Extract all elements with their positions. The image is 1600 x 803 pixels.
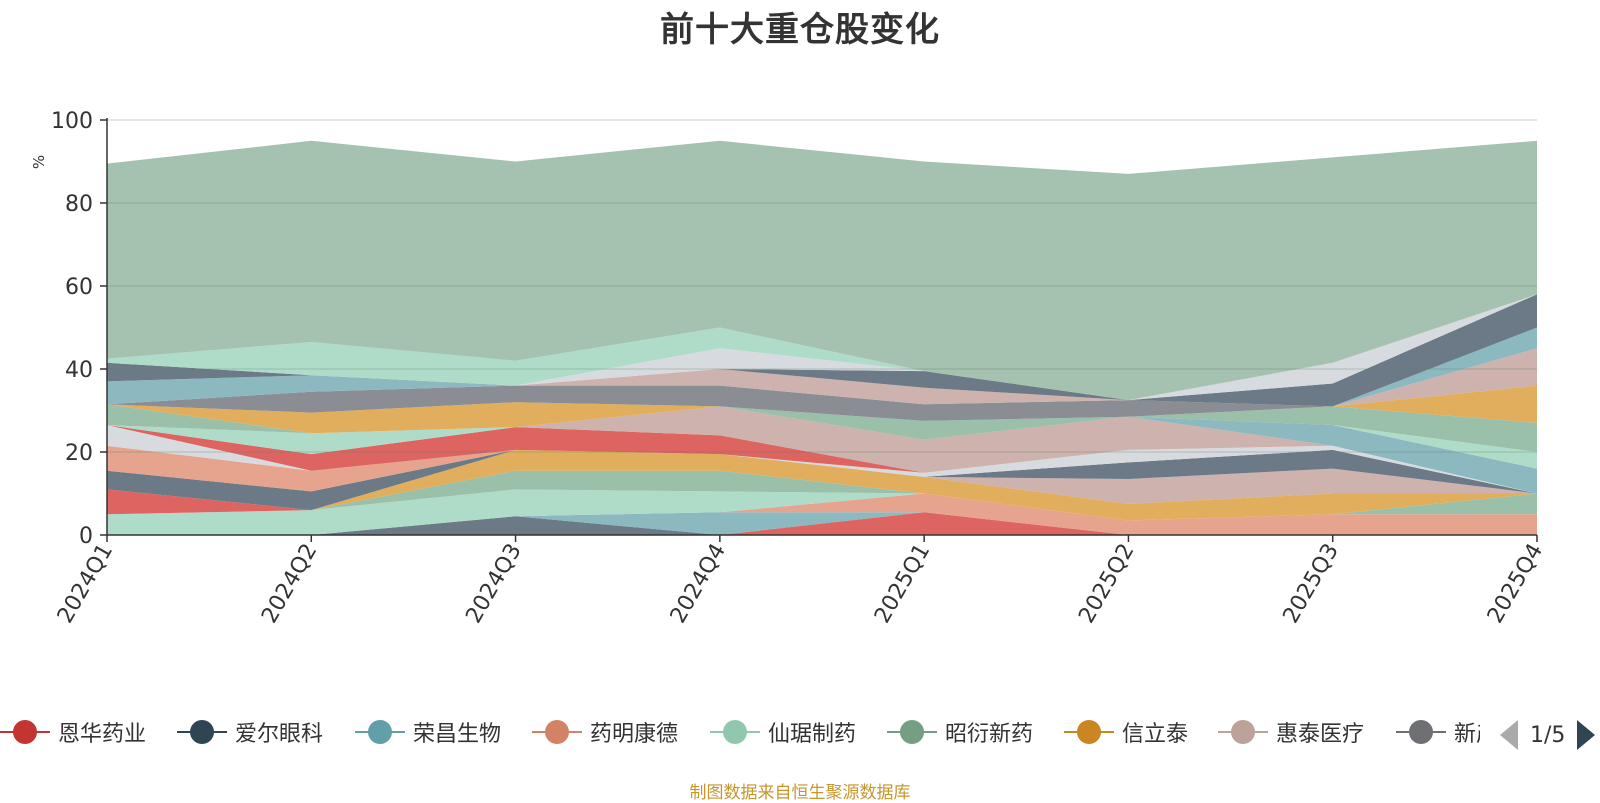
area-series-21[interactable]	[107, 327, 1537, 407]
area-series-18[interactable]	[107, 385, 1537, 434]
legend-item[interactable]: 荣昌生物	[355, 714, 501, 750]
legend-item[interactable]: 药明康德	[532, 714, 678, 750]
legend-prev-page-icon[interactable]	[1500, 720, 1518, 750]
x-tick-label: 2024Q3	[461, 540, 526, 628]
x-tick-label: 2024Q1	[53, 540, 118, 628]
legend-item-label: 爱尔眼科	[235, 722, 324, 747]
area-series-3[interactable]	[107, 493, 1537, 536]
legend-swatch-icon	[1396, 717, 1446, 747]
x-tick-label: 2025Q1	[870, 540, 935, 628]
gridlines	[107, 119, 1537, 453]
area-series-11[interactable]	[107, 445, 1537, 494]
stacked-areas	[107, 140, 1537, 536]
y-tick-label: 60	[65, 275, 93, 300]
area-series-14[interactable]	[107, 406, 1537, 494]
legend-swatch-icon	[1064, 717, 1114, 747]
area-series-25[interactable]	[107, 140, 1537, 401]
area-series-0[interactable]	[107, 512, 1537, 535]
legend-swatch-icon	[355, 717, 405, 747]
legend-pager: 1/5	[1500, 718, 1600, 752]
legend-swatch-icon	[1218, 717, 1268, 747]
area-series-7[interactable]	[107, 449, 1537, 515]
area-series-4[interactable]	[107, 489, 1537, 535]
legend-next-page-icon[interactable]	[1577, 720, 1596, 750]
area-series-2[interactable]	[107, 512, 1537, 535]
legend-item[interactable]: 信立泰	[1064, 714, 1188, 750]
source-note: 制图数据来自恒生聚源数据库	[689, 783, 911, 803]
legend-item-label: 恩华药业	[58, 722, 147, 747]
x-tick-label: 2025Q2	[1074, 540, 1139, 628]
area-series-19[interactable]	[107, 385, 1537, 421]
y-tick-label: 100	[51, 109, 93, 134]
area-series-17[interactable]	[107, 404, 1537, 452]
legend-swatch-icon	[532, 717, 582, 747]
legend-page-indicator: 1/5	[1530, 722, 1566, 748]
legend-item-label: 新产业	[1454, 722, 1480, 747]
legend-item[interactable]: 恩华药业	[0, 714, 146, 750]
y-tick-label: 20	[65, 441, 93, 466]
x-tick-label: 2024Q4	[666, 540, 731, 628]
legend-swatch-icon	[0, 717, 50, 747]
legend-item[interactable]: 爱尔眼科	[177, 714, 323, 750]
legend-item[interactable]: 仙琚制药	[710, 714, 856, 750]
legend-item-label: 惠泰医疗	[1276, 722, 1365, 747]
legend-swatch-icon	[177, 717, 227, 747]
area-series-1[interactable]	[107, 512, 1537, 535]
area-series-16[interactable]	[107, 406, 1537, 469]
legend: 恩华药业 爱尔眼科 荣昌生物 药明康德 仙琚制药 昭衍新药 信立泰 惠泰医疗 新产业	[0, 714, 1480, 754]
chart-title: 前十大重仓股变化	[660, 10, 940, 50]
y-tick-label: 0	[79, 524, 93, 549]
legend-item-label: 药明康德	[590, 722, 679, 747]
legend-item-label: 荣昌生物	[413, 722, 502, 747]
area-series-6[interactable]	[107, 449, 1537, 521]
legend-item[interactable]: 惠泰医疗	[1218, 714, 1364, 750]
legend-item-label: 昭衍新药	[945, 722, 1034, 747]
legend-swatch-icon	[887, 717, 937, 747]
x-tick-label: 2025Q4	[1483, 540, 1548, 628]
legend-item[interactable]: 昭衍新药	[887, 714, 1033, 750]
area-series-10[interactable]	[107, 449, 1537, 511]
x-tick-label: 2025Q3	[1279, 540, 1344, 628]
area-series-13[interactable]	[107, 425, 1537, 494]
area-series-9[interactable]	[107, 449, 1537, 515]
x-tick-label: 2024Q2	[257, 540, 322, 628]
y-tick-label: 80	[65, 192, 93, 217]
area-series-5[interactable]	[107, 470, 1537, 521]
y-tick-label: 40	[65, 358, 93, 383]
legend-item-label: 信立泰	[1122, 722, 1189, 747]
area-series-20[interactable]	[107, 348, 1537, 407]
area-series-24[interactable]	[107, 294, 1537, 401]
legend-swatch-icon	[710, 717, 760, 747]
legend-item-label: 仙琚制药	[768, 722, 857, 747]
legend-item[interactable]: 新产业	[1396, 714, 1480, 750]
y-axis-unit-label: %	[30, 155, 48, 169]
